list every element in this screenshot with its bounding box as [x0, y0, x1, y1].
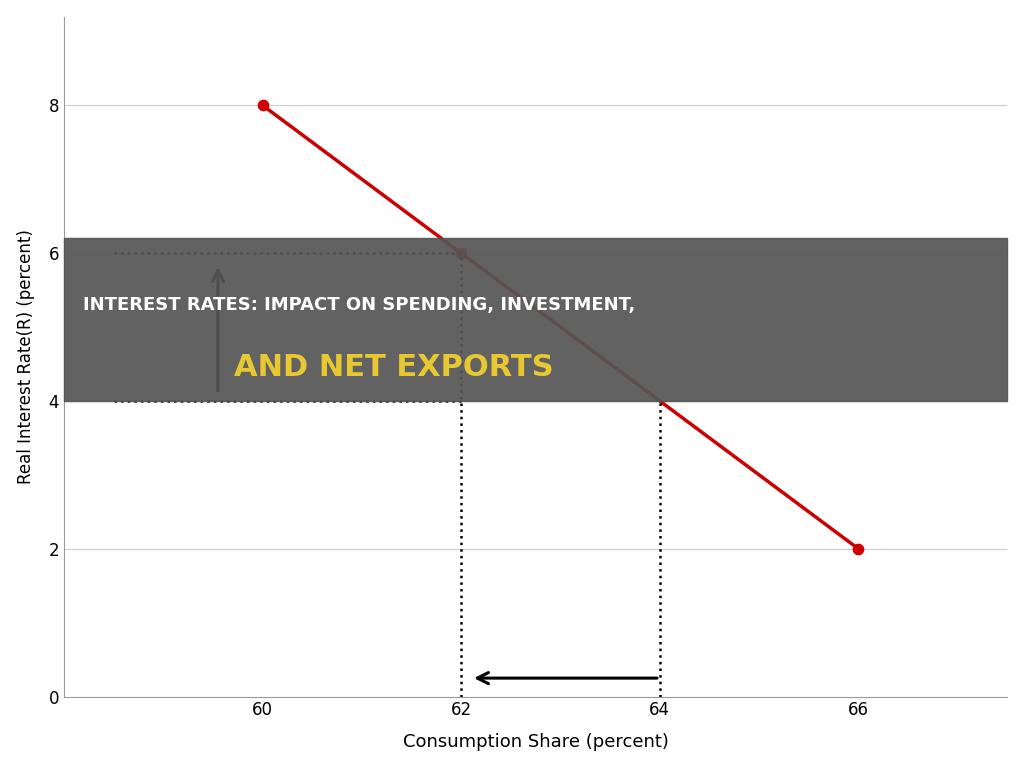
Text: INTEREST RATES: IMPACT ON SPENDING, INVESTMENT,: INTEREST RATES: IMPACT ON SPENDING, INVE… — [83, 296, 635, 314]
Text: AND NET EXPORTS: AND NET EXPORTS — [233, 353, 553, 382]
X-axis label: Consumption Share (percent): Consumption Share (percent) — [402, 733, 669, 751]
FancyBboxPatch shape — [65, 238, 1008, 401]
Y-axis label: Real Interest Rate(R) (percent): Real Interest Rate(R) (percent) — [16, 229, 35, 484]
Point — [850, 543, 866, 555]
Point — [254, 99, 270, 111]
Point — [453, 247, 469, 260]
